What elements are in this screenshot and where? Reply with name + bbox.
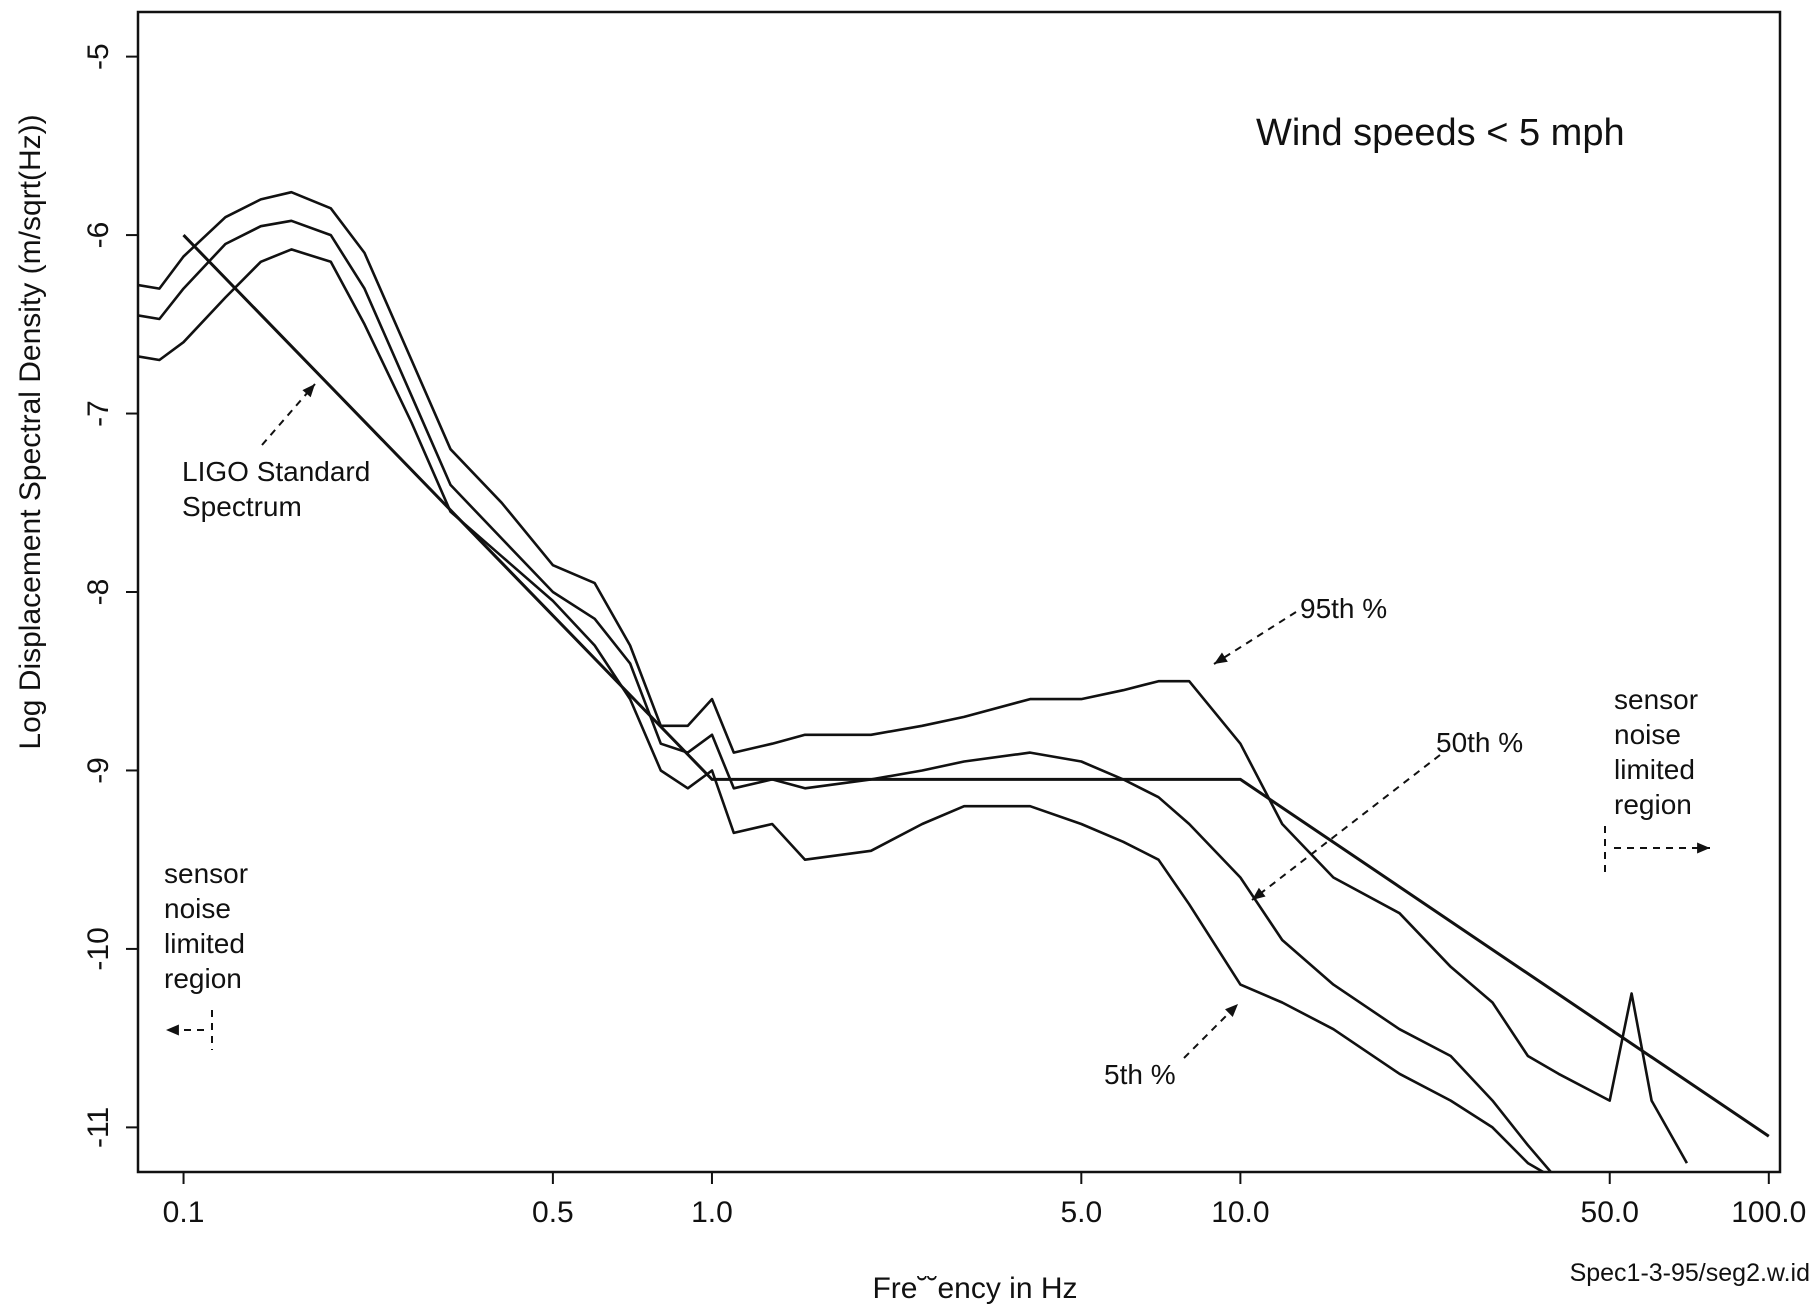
p5-arrow <box>1183 1003 1239 1059</box>
series-95th <box>138 190 1689 1164</box>
ligo-standard-label-line2: Spectrum <box>182 491 302 522</box>
right-sensor-label-line3: limited <box>1614 754 1695 785</box>
x-tick-label: 10.0 <box>1211 1196 1269 1229</box>
x-axis-label: Fre˘˘ency in Hz <box>872 1272 1077 1305</box>
p95-arrow <box>1213 611 1297 665</box>
left-sensor-label-line3: limited <box>164 928 245 959</box>
y-axis-label: Log Displacement Spectral Density (m/sqr… <box>14 114 47 749</box>
x-tick-label: 5.0 <box>1060 1196 1102 1229</box>
series-5th <box>138 248 1546 1172</box>
x-tick-label: 100.0 <box>1731 1196 1806 1229</box>
x-tick-label: 1.0 <box>691 1196 733 1229</box>
x-tick-label: 0.1 <box>163 1196 205 1229</box>
x-tick-label: 50.0 <box>1581 1196 1639 1229</box>
x-tick-label: 0.5 <box>532 1196 574 1229</box>
plot-frame-group <box>136 10 1782 1174</box>
y-tick-label: -6 <box>82 222 115 249</box>
x-axis-ticks: 0.1 0.5 1.0 5.0 10.0 50.0 100.0 <box>163 1172 1806 1229</box>
p50-label: 50th % <box>1436 727 1523 758</box>
ligo-arrow <box>261 383 316 446</box>
y-tick-label: -7 <box>82 400 115 427</box>
p50-arrow <box>1251 754 1441 901</box>
reference-layer <box>182 234 1770 1138</box>
p5-label: 5th % <box>1104 1059 1176 1090</box>
series-layer <box>138 190 1689 1172</box>
annotation-arrows <box>166 383 1710 1059</box>
right-sensor-label-line4: region <box>1614 789 1692 820</box>
left-sensor-label-line4: region <box>164 963 242 994</box>
y-tick-label: -5 <box>82 43 115 70</box>
y-tick-label: -10 <box>82 927 115 970</box>
p95-label: 95th % <box>1300 593 1387 624</box>
ligo-standard-spectrum-line <box>182 234 1770 1138</box>
right-sensor-label-line1: sensor <box>1614 684 1698 715</box>
left-sensor-label-line1: sensor <box>164 858 248 889</box>
source-label: Spec1-3-95/seg2.w.id <box>1570 1259 1810 1287</box>
left-sensor-arrow <box>166 1024 204 1036</box>
y-axis-ticks: -5 -6 -7 -8 -9 -10 -11 <box>82 43 138 1148</box>
wind-speed-annotation: Wind speeds < 5 mph <box>1256 112 1625 154</box>
y-tick-label: -9 <box>82 757 115 784</box>
right-sensor-arrow <box>1614 842 1710 854</box>
plot-frame <box>136 10 1782 1174</box>
series-50th <box>138 219 1553 1172</box>
ligo-standard-label-line1: LIGO Standard <box>182 456 370 487</box>
y-tick-label: -11 <box>82 1107 115 1148</box>
right-sensor-label-line2: noise <box>1614 719 1681 750</box>
y-tick-label: -8 <box>82 579 115 606</box>
left-sensor-label-line2: noise <box>164 893 231 924</box>
